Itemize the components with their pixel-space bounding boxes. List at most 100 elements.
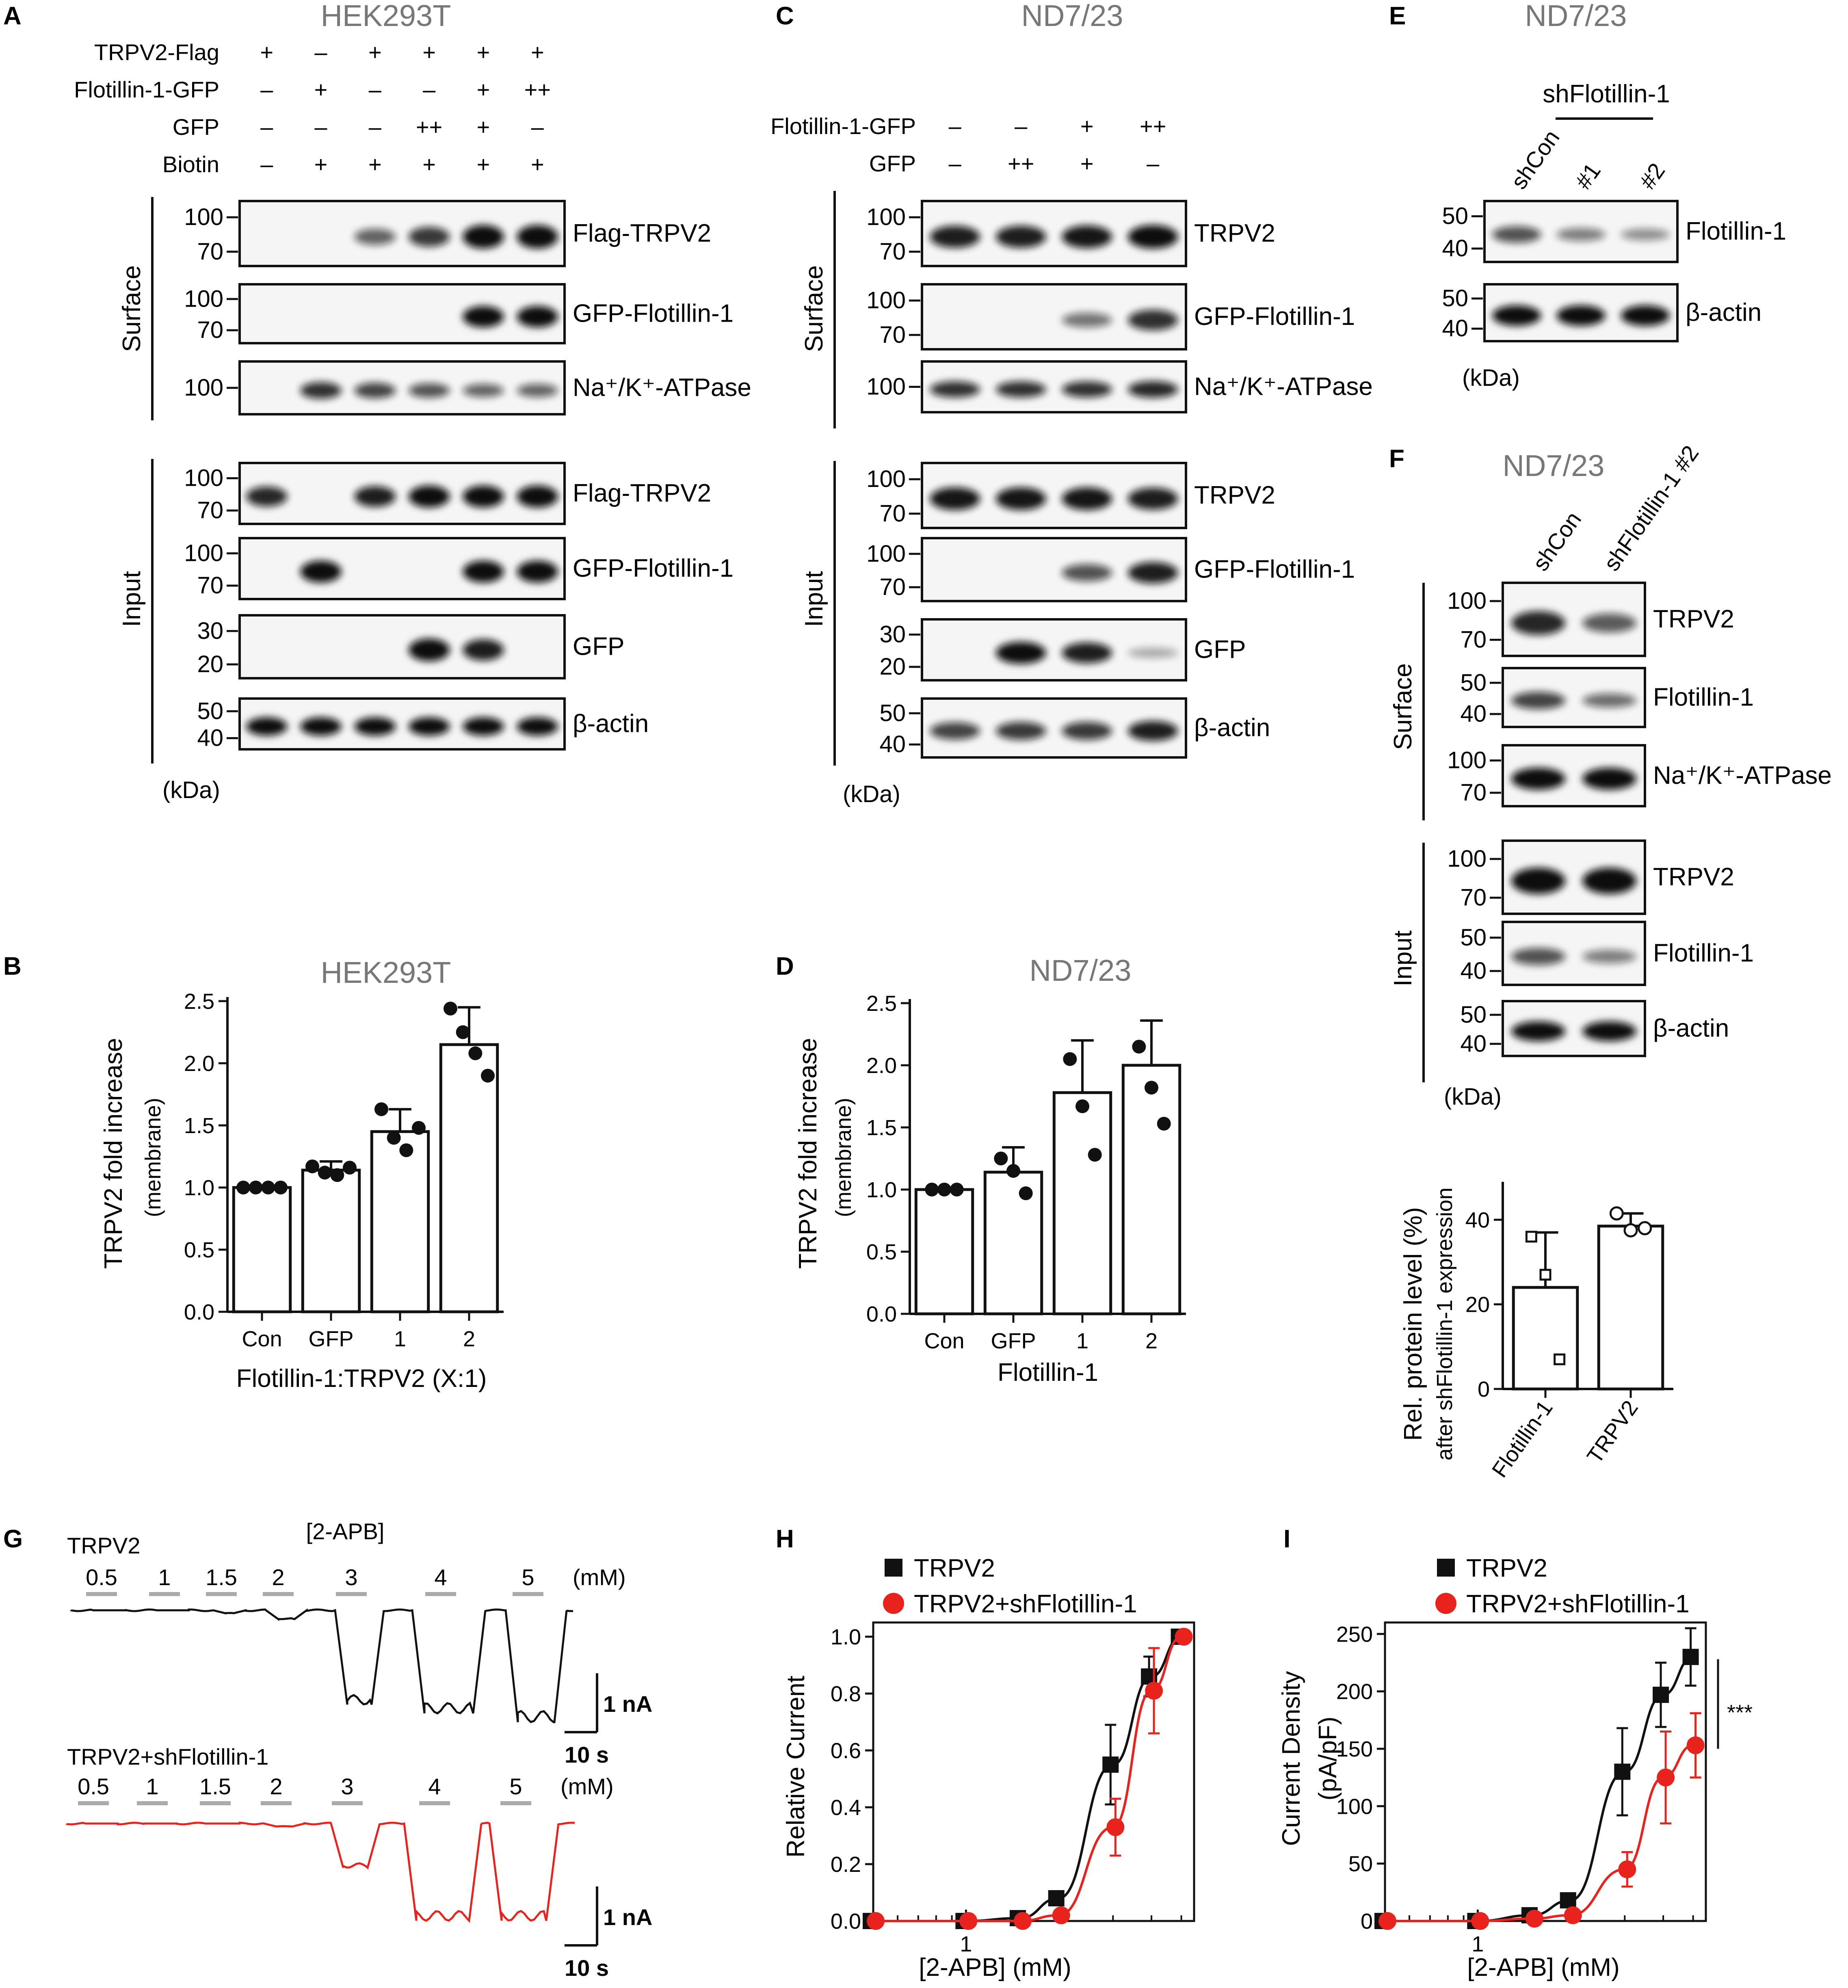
band [1062, 642, 1112, 663]
y-tick-label: 1.0 [184, 1176, 214, 1200]
y-tick-label: 0.0 [184, 1300, 214, 1324]
x-tick-label: 1 [1076, 1329, 1088, 1353]
data-point [1554, 1353, 1566, 1365]
band [354, 229, 396, 245]
band [1511, 1021, 1565, 1041]
blot-frame [238, 462, 566, 525]
y-tick-label: 1.5 [866, 1116, 897, 1140]
blot-label: TRPV2 [1653, 863, 1734, 891]
panel-c-input-label: Input [800, 571, 828, 627]
y-tick-label: 100 [1336, 1794, 1373, 1819]
marker-label: 20 [197, 651, 223, 677]
condition-value: + [477, 77, 490, 102]
marker-label: 70 [879, 500, 906, 527]
y-tick-label: 250 [1336, 1622, 1373, 1646]
panel-e: E ND7/23 shFlotillin-1 shCon #1 #2 Flotill… [1389, 0, 1786, 391]
band [300, 382, 342, 399]
band [1128, 309, 1178, 331]
plot-frame [872, 1621, 1195, 1922]
panel-b-xlabel: Flotillin-1:TRPV2 (X:1) [236, 1365, 487, 1393]
panel-f-quant-ylabel-sub: after shFlotillin-1 expression [1433, 1188, 1457, 1460]
panel-c-kda: (kDa) [843, 781, 900, 807]
unit-label: (mM) [573, 1564, 626, 1590]
condition-value: – [423, 77, 436, 102]
condition-value: ++ [1008, 151, 1034, 176]
data-point [468, 1046, 483, 1060]
panel-d-title: ND7/23 [1030, 954, 1132, 987]
lane-label: #2 [1634, 158, 1670, 194]
panel-h-xlabel: [2-APB] (mM) [919, 1953, 1071, 1982]
condition-name: Flotillin-1-GFP [74, 77, 219, 102]
blot-label: Na⁺/K⁺-ATPase [573, 374, 751, 402]
x-tick-label: 1 [394, 1327, 406, 1351]
scale-time-label: 10 s [565, 1955, 609, 1981]
marker-label: 70 [197, 317, 223, 343]
concentration-label: 1.5 [206, 1564, 237, 1590]
data-point [236, 1181, 250, 1194]
blot-label: Flotillin-1 [1653, 684, 1754, 712]
panel-b-title: HEK293T [321, 956, 451, 989]
band [996, 225, 1046, 248]
data-point [387, 1131, 401, 1145]
bar [914, 1188, 974, 1315]
significance-label: *** [1727, 1700, 1753, 1725]
panel-e-shflotillin-header: shFlotillin-1 [1543, 80, 1670, 108]
band [1511, 692, 1565, 710]
panel-f-surface-label: Surface [1389, 663, 1417, 750]
current-trace [66, 1821, 575, 1923]
lane-label: shCon [1528, 507, 1586, 575]
band [996, 381, 1046, 398]
data-point [1560, 1892, 1576, 1909]
concentration-label: 5 [522, 1564, 534, 1590]
data-point [925, 1183, 939, 1196]
data-point [1063, 1052, 1077, 1066]
scale-current-label: 1 nA [603, 1904, 652, 1930]
band [1128, 487, 1178, 510]
y-tick-label: 1.5 [184, 1114, 214, 1138]
condition-name: Flotillin-1-GFP [770, 113, 916, 139]
condition-value: + [1080, 151, 1094, 176]
marker-label: 40 [1460, 701, 1487, 727]
band [1062, 312, 1112, 328]
panel-a-input-label: Input [118, 571, 146, 627]
legend-marker [883, 1593, 904, 1614]
blot-label: TRPV2 [1194, 481, 1275, 509]
legend-label: TRPV2 [914, 1554, 995, 1582]
condition-value: ++ [416, 114, 442, 140]
panel-a-title: HEK293T [321, 0, 451, 32]
data-point [1157, 1116, 1171, 1131]
panel-i: I Current Density (pA/pF) [2-APB] (mM) 0… [1277, 1525, 1753, 1982]
band [517, 384, 558, 397]
lane-label: shCon [1506, 125, 1564, 194]
marker-label: 40 [879, 731, 906, 757]
y-tick-label: 0.8 [831, 1682, 861, 1706]
panel-a-surface-label: Surface [118, 265, 146, 352]
marker-label: 50 [879, 700, 906, 726]
band [996, 642, 1046, 664]
blot-frame [238, 697, 566, 751]
band [463, 306, 504, 327]
band [1582, 867, 1636, 894]
data-point [374, 1102, 388, 1116]
concentration-label: 3 [345, 1564, 357, 1590]
fit-curve [1385, 1655, 1694, 1922]
marker-label: 50 [1460, 669, 1487, 696]
concentration-label: 0.5 [78, 1774, 109, 1799]
y-tick-label: 20 [1465, 1293, 1490, 1317]
condition-value: + [531, 39, 544, 65]
x-tick-label: Con [242, 1327, 282, 1351]
bar [232, 1186, 292, 1313]
band [1492, 226, 1541, 243]
bar [370, 1130, 430, 1313]
data-point [1686, 1736, 1705, 1754]
blot-label: β-actin [573, 710, 649, 738]
panel-c-blots: TRPV2 100 70 GFP-Flotillin-1 100 70 Na⁺/K⁺-ATP… [866, 200, 1373, 759]
panel-c-conditions: Flotillin-1-GFP – – + ++GFP – ++ + – [770, 113, 1166, 176]
y-tick-label: 2.5 [184, 989, 214, 1014]
band [930, 381, 980, 398]
band [246, 717, 288, 736]
panel-f-blots: TRPV210070Flotillin-15040Na⁺/K⁺-ATPase10… [1447, 582, 1832, 1057]
marker-label: 70 [1460, 779, 1487, 806]
band [1582, 768, 1636, 790]
